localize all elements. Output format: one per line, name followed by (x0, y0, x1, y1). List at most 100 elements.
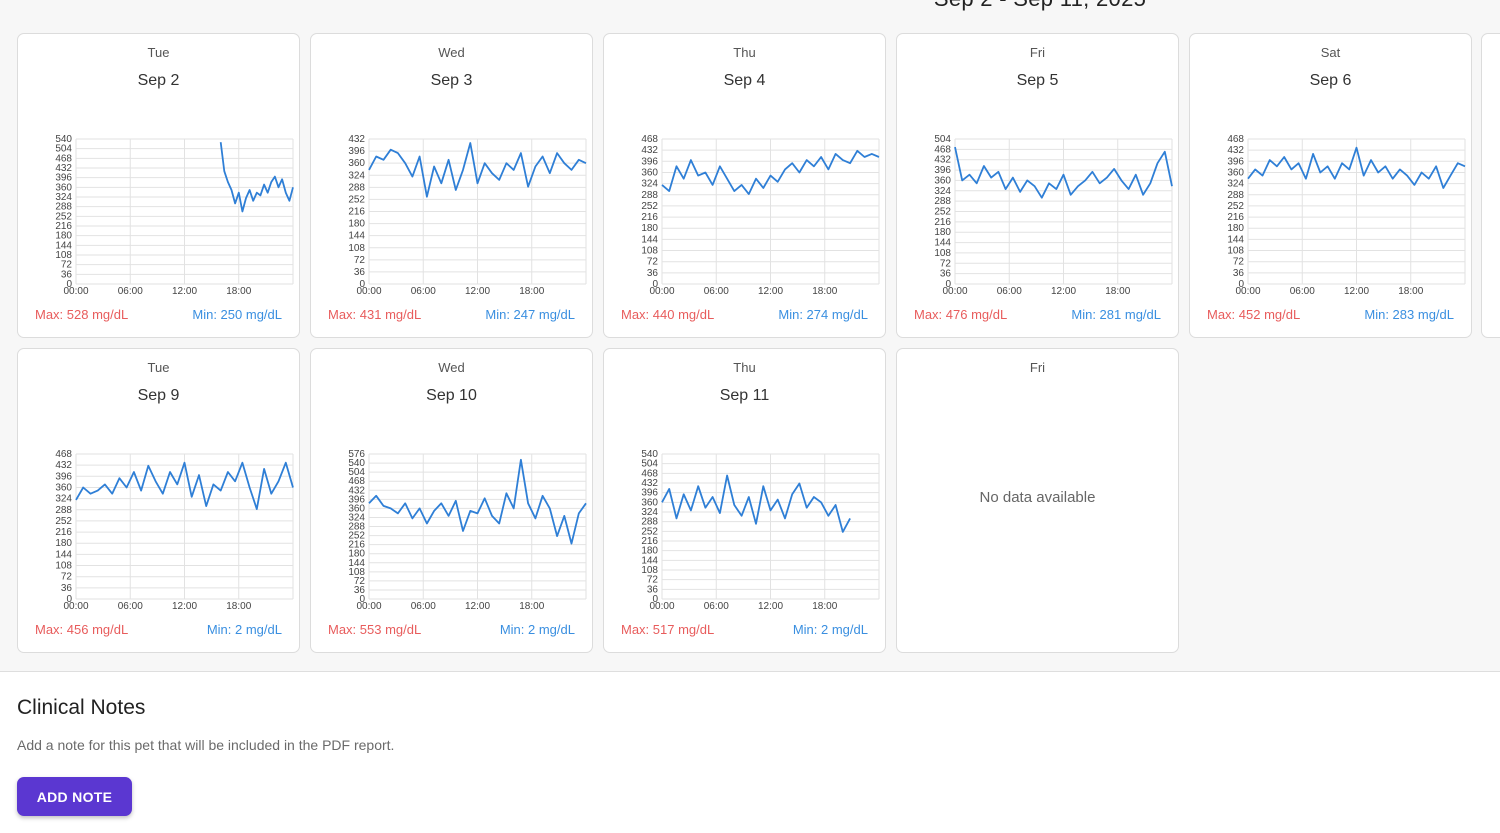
max-glucose-stat: Max: 553 mg/dL (328, 622, 422, 637)
y-tick-label: 0 (359, 279, 365, 290)
min-glucose-stat: Min: 283 mg/dL (1364, 307, 1454, 322)
y-tick-label: 180 (348, 219, 365, 230)
y-tick-label: 144 (1227, 234, 1244, 245)
glucose-line-chart: 00:00 06:00 12:00 18:0003672108144180216252… (348, 134, 587, 297)
y-tick-label: 288 (348, 182, 365, 193)
day-date: Sep 5 (1016, 72, 1059, 89)
day-of-week: Fri (1029, 45, 1046, 60)
y-tick-label: 144 (641, 555, 658, 566)
y-tick-label: 540 (55, 134, 72, 145)
y-tick-label: 360 (348, 503, 365, 514)
x-tick-label: 12:00 (465, 601, 490, 612)
x-tick-label: 18:00 (812, 601, 837, 612)
x-tick-label: 18:00 (519, 601, 544, 612)
y-tick-label: 324 (348, 170, 365, 181)
y-tick-label: 108 (641, 565, 658, 576)
y-tick-label: 324 (934, 186, 951, 197)
y-tick-label: 216 (1227, 212, 1244, 223)
y-tick-label: 468 (1227, 134, 1244, 145)
max-glucose-stat: Max: 452 mg/dL (1207, 307, 1301, 322)
glucose-series-line (368, 142, 587, 198)
y-tick-label: 288 (641, 190, 658, 201)
y-tick-label: 72 (61, 260, 73, 271)
y-tick-label: 180 (55, 538, 72, 549)
add-note-button[interactable]: ADD NOTE (17, 777, 132, 816)
x-tick-label: 00:00 (1235, 286, 1260, 297)
y-tick-label: 108 (641, 246, 658, 257)
x-tick-label: 12:00 (758, 601, 783, 612)
y-tick-label: 180 (641, 223, 658, 234)
glucose-series-line (368, 458, 587, 545)
day-card: Tue Sep 9 00:00 06:00 12:00 18:00 0 36 72 108 144 1… (17, 348, 300, 653)
y-tick-label: 504 (934, 134, 951, 145)
x-tick-label: 18:00 (812, 286, 837, 297)
glucose-series-line (219, 142, 294, 213)
y-tick-label: 396 (348, 494, 365, 505)
glucose-line-chart: 00:00 06:00 12:00 18:0003672108144180216252… (641, 134, 880, 297)
y-tick-label: 144 (641, 234, 658, 245)
min-glucose-stat: Min: 2 mg/dL (206, 622, 282, 637)
min-glucose-stat: Min: 250 mg/dL (192, 307, 282, 322)
y-tick-label: 252 (641, 201, 658, 212)
y-tick-label: 360 (1227, 167, 1244, 178)
day-card: Thu Sep 4 00:00 06:00 12:00 18:00 0 36 72 108 144 1… (603, 33, 886, 338)
y-tick-label: 216 (348, 207, 365, 218)
day-of-week: Tue (147, 360, 170, 375)
y-tick-label: 468 (934, 144, 951, 155)
x-tick-label: 00:00 (63, 601, 88, 612)
y-tick-label: 108 (55, 561, 72, 572)
y-tick-label: 396 (1227, 156, 1244, 167)
x-tick-label: 06:00 (118, 601, 143, 612)
y-tick-label: 432 (55, 460, 72, 471)
day-date: Sep 3 (430, 72, 473, 89)
x-tick-label: 18:00 (519, 286, 544, 297)
section-divider (0, 671, 1500, 672)
y-tick-label: 180 (1227, 223, 1244, 234)
y-tick-label: 216 (55, 221, 72, 232)
x-tick-label: 00:00 (649, 601, 674, 612)
day-date: Sep 6 (1309, 72, 1352, 89)
x-tick-label: 18:00 (226, 286, 251, 297)
y-tick-label: 180 (641, 546, 658, 557)
day-date: Sep 11 (719, 387, 770, 404)
y-tick-label: 36 (647, 584, 659, 595)
y-tick-label: 36 (354, 267, 366, 278)
y-tick-label: 432 (348, 485, 365, 496)
glucose-series-line (661, 474, 851, 533)
y-tick-label: 504 (55, 144, 72, 155)
y-tick-label: 432 (641, 145, 658, 156)
y-tick-label: 36 (61, 583, 73, 594)
y-tick-label: 216 (934, 217, 951, 228)
y-tick-label: 216 (55, 527, 72, 538)
y-tick-label: 324 (1227, 179, 1244, 190)
y-tick-label: 0 (652, 594, 658, 605)
y-tick-label: 180 (55, 231, 72, 242)
y-tick-label: 252 (55, 211, 72, 222)
y-tick-label: 216 (348, 540, 365, 551)
y-tick-label: 0 (1238, 279, 1244, 290)
y-tick-label: 36 (647, 268, 659, 279)
day-date: Sep 10 (426, 387, 477, 404)
x-tick-label: 06:00 (411, 601, 436, 612)
day-of-week: Sat (1320, 45, 1341, 60)
day-of-week: Thu (733, 360, 756, 375)
x-tick-label: 00:00 (942, 286, 967, 297)
y-tick-label: 144 (934, 238, 951, 249)
y-tick-label: 396 (55, 471, 72, 482)
min-glucose-stat: Min: 247 mg/dL (485, 307, 575, 322)
y-tick-label: 432 (641, 478, 658, 489)
min-glucose-stat: Min: 2 mg/dL (499, 622, 575, 637)
y-tick-label: 0 (66, 279, 72, 290)
max-glucose-stat: Max: 440 mg/dL (621, 307, 715, 322)
y-tick-label: 252 (934, 207, 951, 218)
y-tick-label: 252 (348, 194, 365, 205)
y-tick-label: 360 (348, 158, 365, 169)
day-of-week: Fri (1029, 360, 1046, 375)
y-tick-label: 432 (55, 163, 72, 174)
day-card: Wed Sep 10 00:00 06:00 12:00 18:00 0 36 72 108 144… (310, 348, 593, 653)
min-glucose-stat: Min: 281 mg/dL (1071, 307, 1161, 322)
y-tick-label: 504 (641, 459, 658, 470)
y-tick-label: 144 (348, 558, 365, 569)
day-of-week: Wed (438, 360, 465, 375)
